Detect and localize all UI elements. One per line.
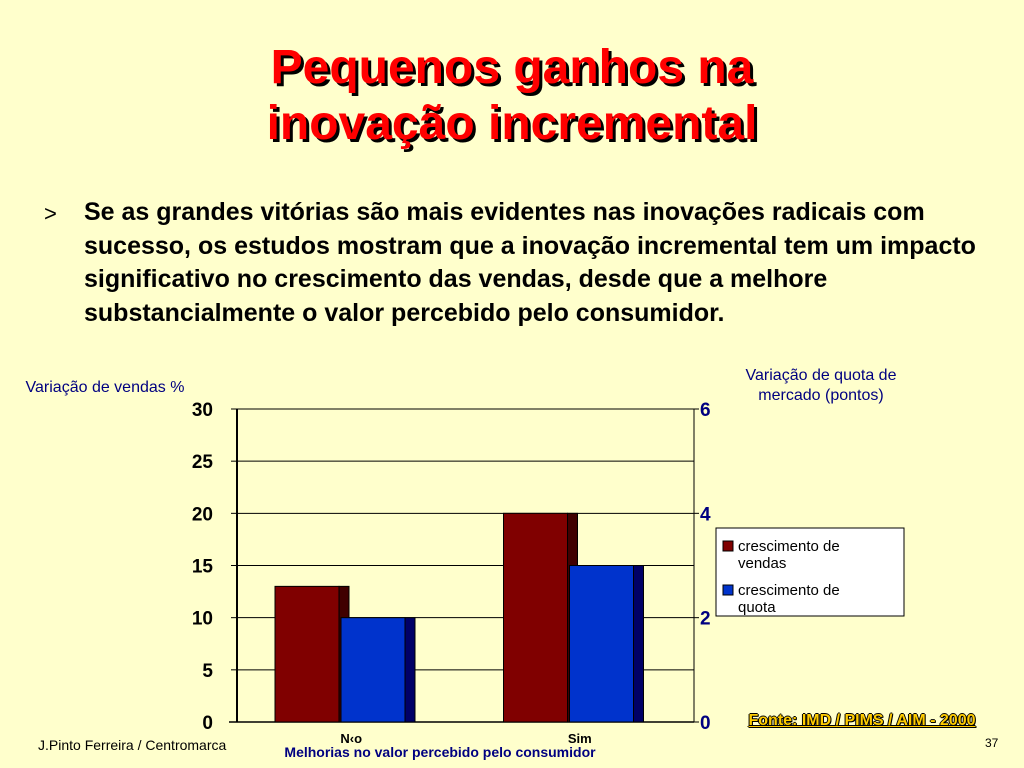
left-tick-label: 15 xyxy=(192,557,214,578)
legend-label: crescimento de xyxy=(738,582,840,599)
left-axis-title: Variação de vendas % xyxy=(25,379,185,396)
bar-side xyxy=(633,565,644,723)
legend-label: crescimento de xyxy=(738,538,840,555)
bar-vendas xyxy=(274,585,340,723)
legend-swatch xyxy=(722,540,734,552)
right-axis-title: Variação de quota de mercado (pontos) xyxy=(745,367,897,404)
bar-side xyxy=(404,617,416,723)
legend-swatch xyxy=(722,584,734,596)
left-tick-label: 20 xyxy=(192,504,213,525)
x-axis-title: Melhorias no valor percebido pelo consum… xyxy=(284,744,596,760)
legend-label-cont: quota xyxy=(738,599,776,616)
left-tick-label: 0 xyxy=(202,713,213,734)
legend-label-cont: vendas xyxy=(738,555,786,572)
source-note: Fonte: IMD / PIMS / AIM - 2000 xyxy=(748,712,976,729)
bar-quota xyxy=(340,617,406,723)
right-tick-label: 6 xyxy=(700,400,711,421)
bar-quota xyxy=(569,565,634,723)
legend xyxy=(715,527,905,617)
bullet-text: Se as grandes vitórias são mais evidente… xyxy=(84,198,976,327)
right-tick-label: 4 xyxy=(700,504,711,525)
bar-vendas xyxy=(503,512,568,723)
left-tick-label: 10 xyxy=(192,609,213,630)
title-line-2: inovação incremental xyxy=(266,97,758,150)
x-tick-label: Sim xyxy=(568,731,592,746)
left-tick-label: 25 xyxy=(192,452,214,473)
left-tick-label: 30 xyxy=(192,400,213,421)
slide-title: Pequenos ganhos na inovação incremental xyxy=(0,40,1024,152)
bullet-marker: > xyxy=(44,201,57,226)
page-number: 37 xyxy=(985,736,999,750)
x-tick-label: N‹o xyxy=(340,731,362,746)
right-tick-label: 2 xyxy=(700,609,711,630)
right-tick-label: 0 xyxy=(700,713,711,734)
footer-author: J.Pinto Ferreira / Centromarca xyxy=(38,737,227,753)
title-line-1: Pequenos ganhos na xyxy=(270,41,754,94)
left-tick-label: 5 xyxy=(202,661,213,682)
